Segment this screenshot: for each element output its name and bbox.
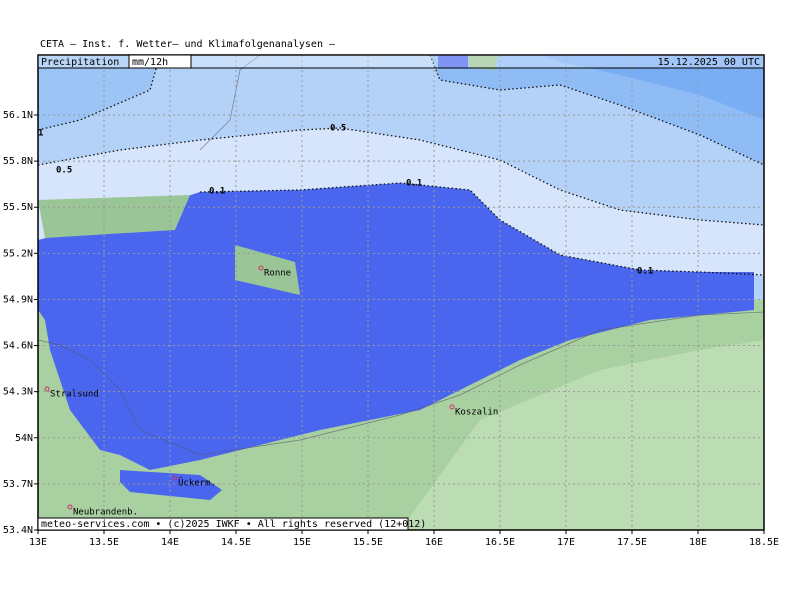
lon-label: 15E [293,537,311,548]
island [235,245,300,295]
lat-label: 55.8N [3,156,33,167]
lat-label: 56.1N [3,110,33,121]
valid-time: 15.12.2025 00 UTC [658,57,760,68]
lon-label: 15.5E [353,537,383,548]
lon-label: 16.5E [485,537,515,548]
city-marker [172,475,178,481]
zone-0.1-0.5 [38,128,764,275]
contour-label: 0.5 [330,124,346,134]
coastline [38,311,764,456]
product-label: Precipitation [41,57,119,68]
city-label: Ronne [264,269,291,279]
city-label: Koszalin [455,408,498,418]
contour-label: 1 [38,129,43,139]
lat-label: 55.2N [3,248,33,259]
city-label: Neubrandenb. [73,508,138,518]
info-bar [37,54,765,69]
zone-above-0.1 [38,183,754,470]
lon-label: 18.5E [749,537,779,548]
city-marker [258,265,264,271]
land-light [400,340,764,530]
contour-label: 0.1 [637,267,653,277]
contour [38,55,161,131]
land [468,55,498,70]
lon-label: 18E [689,537,707,548]
contour-label: 0.5 [56,166,72,176]
lon-label: 17E [557,537,575,548]
contour-label: 0.1 [209,187,225,197]
map-title: CETA — Inst. f. Wetter— und Klimafolgena… [40,39,336,50]
lon-label: 14.5E [221,537,251,548]
coastline [199,55,261,151]
cities: Ronne Stralsund Koszalin Ückerm. Neubrandenb… [44,265,498,518]
grid [38,55,764,530]
lat-label: 54.3N [3,387,33,398]
lon-label: 13E [29,537,47,548]
lat-label: 53.7N [3,479,33,490]
lon-label: 16E [425,537,443,548]
lon-label: 14E [161,537,179,548]
lat-label: 54N [15,433,33,444]
unit-box [128,54,192,69]
contour [429,55,764,166]
lon-label: 17.5E [617,537,647,548]
zone-above-2 [540,55,764,120]
contour [38,127,764,226]
land [38,195,190,238]
zone-above-1 [38,55,160,130]
zone-above-0.1 [438,55,468,68]
city-marker [44,386,50,392]
unit-label: mm/12h [132,57,168,68]
lat-label: 55.5N [3,202,33,213]
contour-label: 0.1 [406,179,422,189]
footer: meteo-services.com • (c)2025 IWKF • All … [41,519,426,530]
lat-label: 53.4N [3,525,33,536]
city-marker [67,504,73,510]
map-area: Precipitation mm/12h 15.12.2025 00 UTC m… [3,54,779,548]
city-label: Stralsund [50,390,99,400]
axes: 13E 13.5E 14E 14.5E 15E 15.5E 16E 16.5E 17E 17.5E… [3,110,779,548]
city-label: Ückerm. [178,478,216,489]
lagoon [120,470,222,500]
lat-label: 54.9N [3,294,33,305]
city-marker [449,404,455,410]
footer-box [37,517,409,531]
lat-label: 54.6N [3,341,33,352]
lon-label: 13.5E [89,537,119,548]
